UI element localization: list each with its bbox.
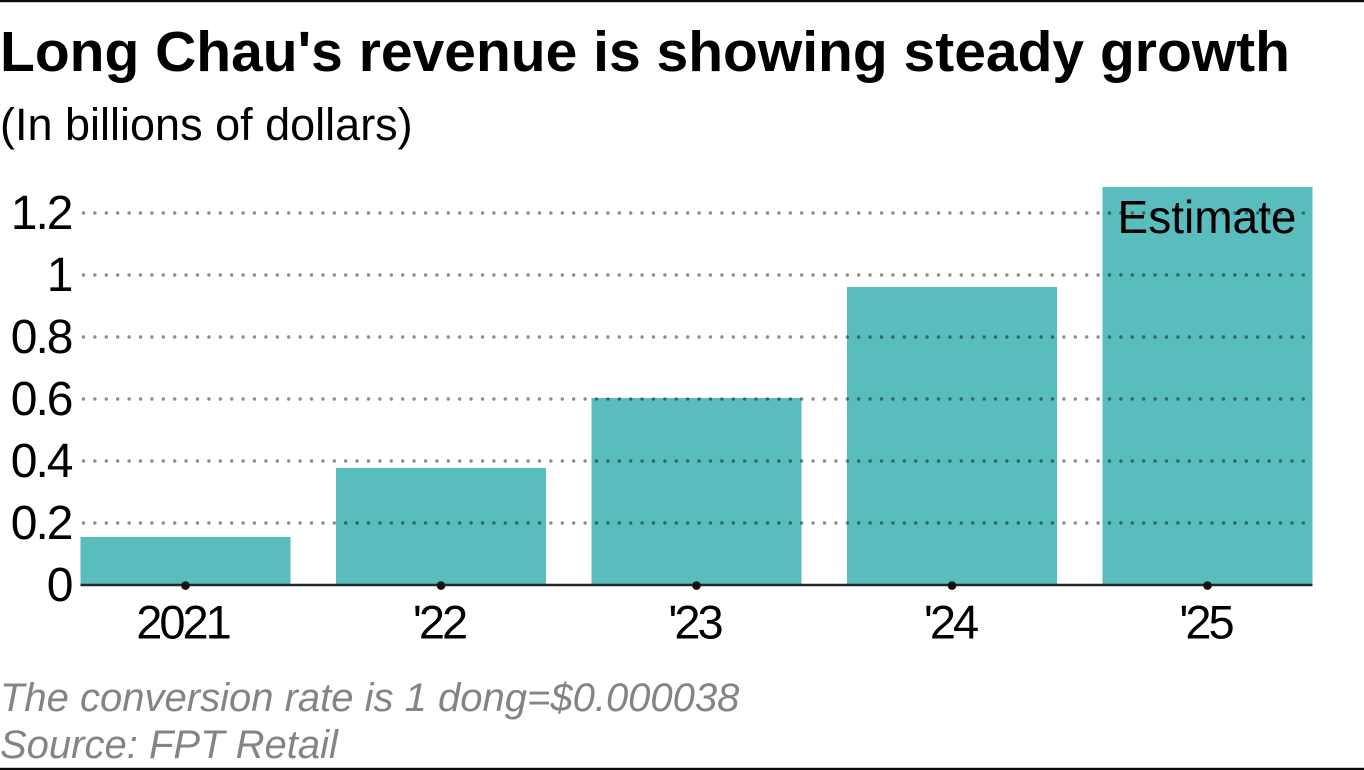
svg-text:0.2: 0.2 <box>11 497 72 550</box>
svg-text:Source: FPT Retail: Source: FPT Retail <box>0 723 339 767</box>
svg-text:Long Chau's revenue is showing: Long Chau's revenue is showing steady gr… <box>0 20 1290 84</box>
svg-text:0.8: 0.8 <box>11 311 72 364</box>
svg-text:0.4: 0.4 <box>11 435 73 488</box>
svg-text:2021: 2021 <box>136 596 229 649</box>
svg-text:1: 1 <box>47 249 72 302</box>
svg-text:'24: '24 <box>924 596 978 649</box>
svg-text:(In billions of dollars): (In billions of dollars) <box>0 99 413 150</box>
svg-text:'25: '25 <box>1179 596 1233 649</box>
svg-text:Estimate: Estimate <box>1118 191 1297 243</box>
svg-text:1.2: 1.2 <box>11 187 72 240</box>
svg-text:'22: '22 <box>413 596 466 649</box>
svg-text:'23: '23 <box>668 596 722 649</box>
svg-text:0: 0 <box>47 559 72 612</box>
svg-text:0.6: 0.6 <box>11 373 72 426</box>
svg-text:The conversion rate is 1 dong=: The conversion rate is 1 dong=$0.000038 <box>0 676 740 720</box>
